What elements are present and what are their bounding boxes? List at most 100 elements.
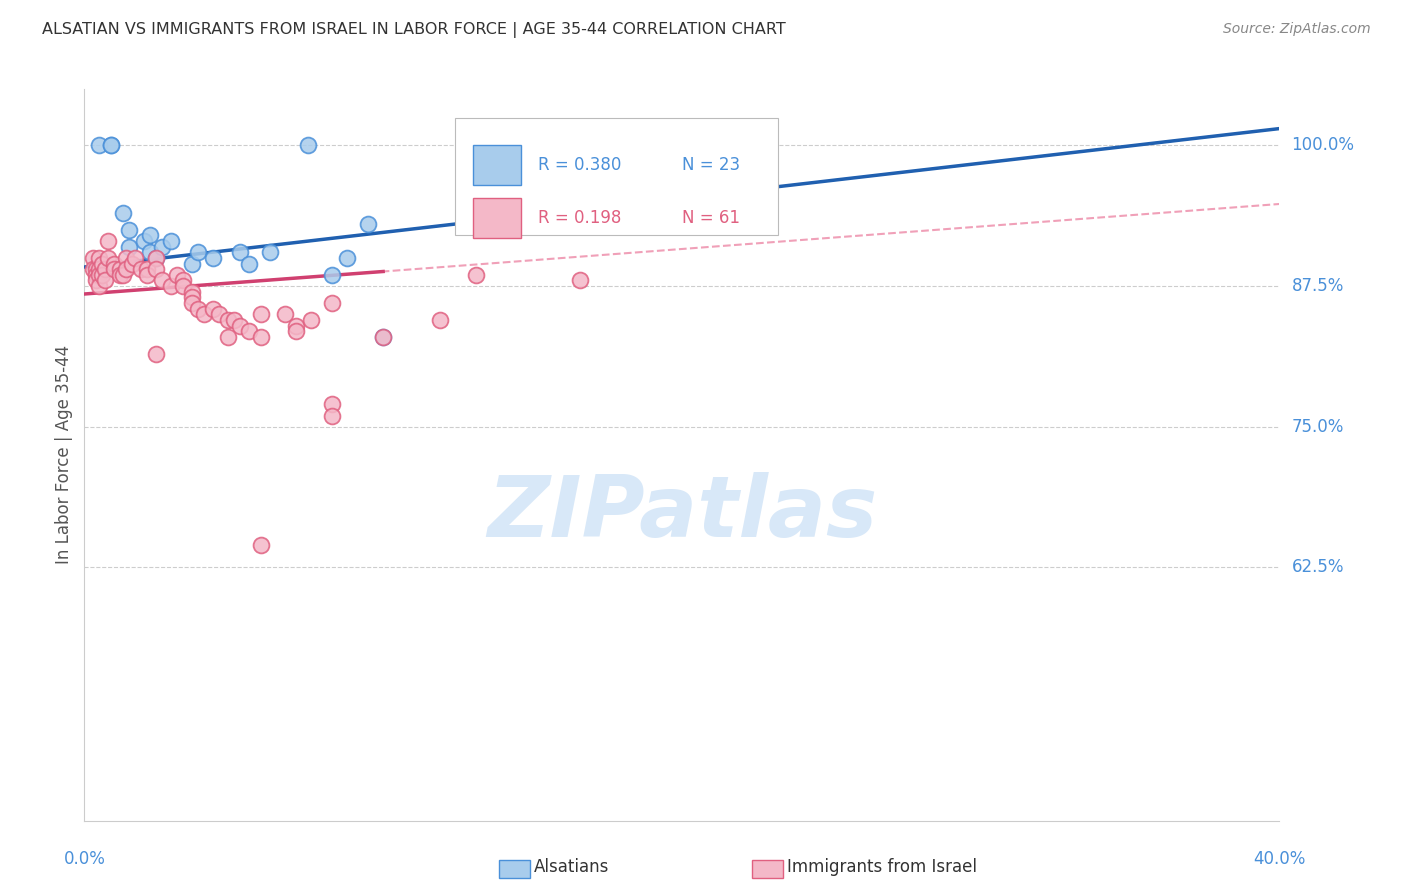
Point [201, 251, 224, 265]
Text: R = 0.198: R = 0.198 [538, 209, 621, 227]
Point [94, 262, 117, 277]
Point [187, 245, 209, 260]
Point [150, 273, 173, 287]
Point [321, 268, 343, 282]
Point [429, 313, 451, 327]
Text: 87.5%: 87.5% [1291, 277, 1344, 295]
Point [115, 262, 138, 277]
Point [121, 257, 143, 271]
Point [82, 262, 104, 277]
Point [150, 240, 173, 254]
Text: 62.5%: 62.5% [1291, 558, 1344, 576]
Point [166, 268, 188, 282]
Point [112, 268, 135, 282]
Point [139, 228, 162, 243]
Point [321, 409, 343, 423]
Point [201, 301, 224, 316]
Point [91, 257, 114, 271]
Point [89, 268, 111, 282]
Point [321, 296, 343, 310]
Point [132, 234, 156, 248]
Point [172, 273, 194, 287]
Point [112, 206, 135, 220]
Point [86, 268, 108, 282]
Text: 75.0%: 75.0% [1291, 417, 1344, 436]
Point [297, 138, 319, 153]
Point [357, 217, 380, 231]
Point [89, 138, 111, 153]
Point [89, 262, 111, 277]
Point [100, 138, 122, 153]
Point [180, 296, 202, 310]
Point [285, 324, 308, 338]
Point [180, 285, 202, 299]
Point [228, 245, 252, 260]
Point [86, 273, 108, 287]
Point [103, 262, 125, 277]
Text: Alsatians: Alsatians [534, 858, 610, 876]
Text: N = 61: N = 61 [682, 209, 740, 227]
Text: Source: ZipAtlas.com: Source: ZipAtlas.com [1223, 22, 1371, 37]
Point [136, 268, 159, 282]
Point [124, 251, 146, 265]
Point [89, 251, 111, 265]
Point [160, 234, 183, 248]
Point [238, 324, 260, 338]
Point [86, 262, 108, 277]
Point [217, 330, 239, 344]
Point [145, 251, 167, 265]
Point [222, 313, 245, 327]
Point [110, 268, 132, 282]
Text: 100.0%: 100.0% [1291, 136, 1354, 154]
Y-axis label: In Labor Force | Age 35-44: In Labor Force | Age 35-44 [55, 345, 73, 565]
Point [97, 234, 120, 248]
Point [193, 307, 215, 321]
Point [115, 251, 138, 265]
Point [97, 251, 120, 265]
Text: N = 23: N = 23 [682, 156, 740, 174]
Point [145, 251, 167, 265]
Point [139, 245, 162, 260]
Point [160, 279, 183, 293]
Text: ALSATIAN VS IMMIGRANTS FROM ISRAEL IN LABOR FORCE | AGE 35-44 CORRELATION CHART: ALSATIAN VS IMMIGRANTS FROM ISRAEL IN LA… [42, 22, 786, 38]
Point [238, 257, 260, 271]
Point [103, 257, 125, 271]
Point [145, 262, 167, 277]
Point [208, 307, 231, 321]
Point [118, 223, 141, 237]
Point [569, 273, 592, 287]
Point [273, 307, 295, 321]
Point [82, 251, 104, 265]
Point [249, 307, 271, 321]
Point [110, 262, 132, 277]
Bar [472, 198, 520, 238]
Point [371, 330, 394, 344]
Point [180, 257, 202, 271]
Point [321, 397, 343, 411]
Point [136, 262, 159, 277]
Point [91, 268, 114, 282]
Point [145, 346, 167, 360]
Point [187, 301, 209, 316]
Text: Immigrants from Israel: Immigrants from Israel [787, 858, 977, 876]
Point [249, 538, 271, 552]
Point [371, 330, 394, 344]
Point [301, 313, 323, 327]
Point [118, 240, 141, 254]
Point [94, 273, 117, 287]
Bar [472, 145, 520, 186]
Text: 0.0%: 0.0% [63, 850, 105, 868]
Point [259, 245, 281, 260]
Text: ZIPatlas: ZIPatlas [486, 472, 877, 555]
Point [100, 138, 122, 153]
Text: R = 0.380: R = 0.380 [538, 156, 621, 174]
Point [336, 251, 359, 265]
Point [180, 290, 202, 304]
Point [172, 279, 194, 293]
Point [129, 262, 152, 277]
Text: 40.0%: 40.0% [1253, 850, 1306, 868]
Point [217, 313, 239, 327]
Point [249, 330, 271, 344]
Point [228, 318, 252, 333]
Point [464, 268, 486, 282]
